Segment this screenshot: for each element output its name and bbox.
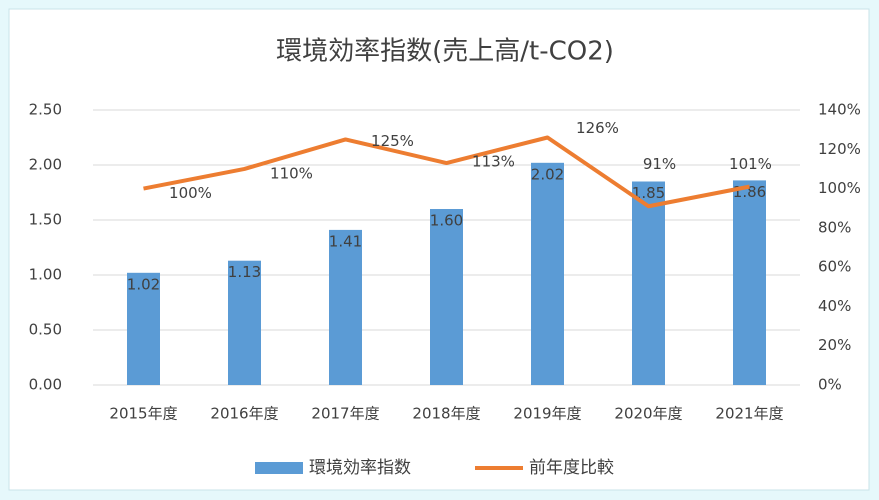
bar-value-label: 1.41 [329, 232, 362, 250]
y-tick-label: 0.50 [29, 321, 62, 339]
y2-tick-label: 100% [818, 179, 861, 197]
x-tick-label: 2019年度 [513, 405, 581, 423]
bar [228, 260, 261, 385]
line-value-label: 100% [169, 184, 212, 202]
y-tick-label: 1.00 [29, 266, 62, 284]
bar [632, 181, 665, 385]
bar [733, 180, 766, 385]
y2-tick-label: 140% [818, 101, 861, 119]
legend-label: 環境効率指数 [309, 458, 411, 478]
x-tick-label: 2017年度 [311, 405, 379, 423]
x-tick-label: 2015年度 [109, 405, 177, 423]
y2-tick-label: 0% [818, 376, 842, 394]
x-tick-label: 2016年度 [210, 405, 278, 423]
y2-tick-label: 40% [818, 297, 851, 315]
bar-value-label: 1.85 [632, 184, 665, 202]
bar-value-label: 1.13 [228, 263, 261, 281]
x-tick-label: 2021年度 [715, 405, 783, 423]
x-tick-label: 2020年度 [614, 405, 682, 423]
bar-value-label: 1.02 [127, 275, 160, 293]
y-tick-label: 0.00 [29, 376, 62, 394]
y-tick-label: 2.00 [29, 156, 62, 174]
bar [329, 229, 362, 385]
bar-value-label: 1.60 [430, 212, 463, 230]
y2-tick-label: 20% [818, 336, 851, 354]
legend-label: 前年度比較 [529, 458, 614, 478]
y-tick-label: 1.50 [29, 211, 62, 229]
legend-swatch [255, 462, 303, 474]
line [143, 135, 750, 209]
y2-tick-label: 120% [818, 140, 861, 158]
line-value-label: 126% [576, 119, 619, 137]
line-value-label: 113% [472, 153, 515, 171]
bar-value-label: 1.86 [733, 183, 766, 201]
bar-value-label: 2.02 [531, 165, 564, 183]
bar [531, 162, 564, 385]
y-tick-label: 2.50 [29, 101, 62, 119]
line-value-label: 101% [729, 155, 772, 173]
y2-tick-label: 60% [818, 258, 851, 276]
chart-title: 環境効率指数(売上高/t-CO2) [276, 37, 614, 67]
line-value-label: 110% [270, 164, 313, 182]
y2-tick-label: 80% [818, 218, 851, 236]
bar [127, 272, 160, 385]
line-value-label: 125% [371, 132, 414, 150]
x-tick-label: 2018年度 [412, 405, 480, 423]
line-value-label: 91% [643, 155, 676, 173]
bar [430, 209, 463, 385]
